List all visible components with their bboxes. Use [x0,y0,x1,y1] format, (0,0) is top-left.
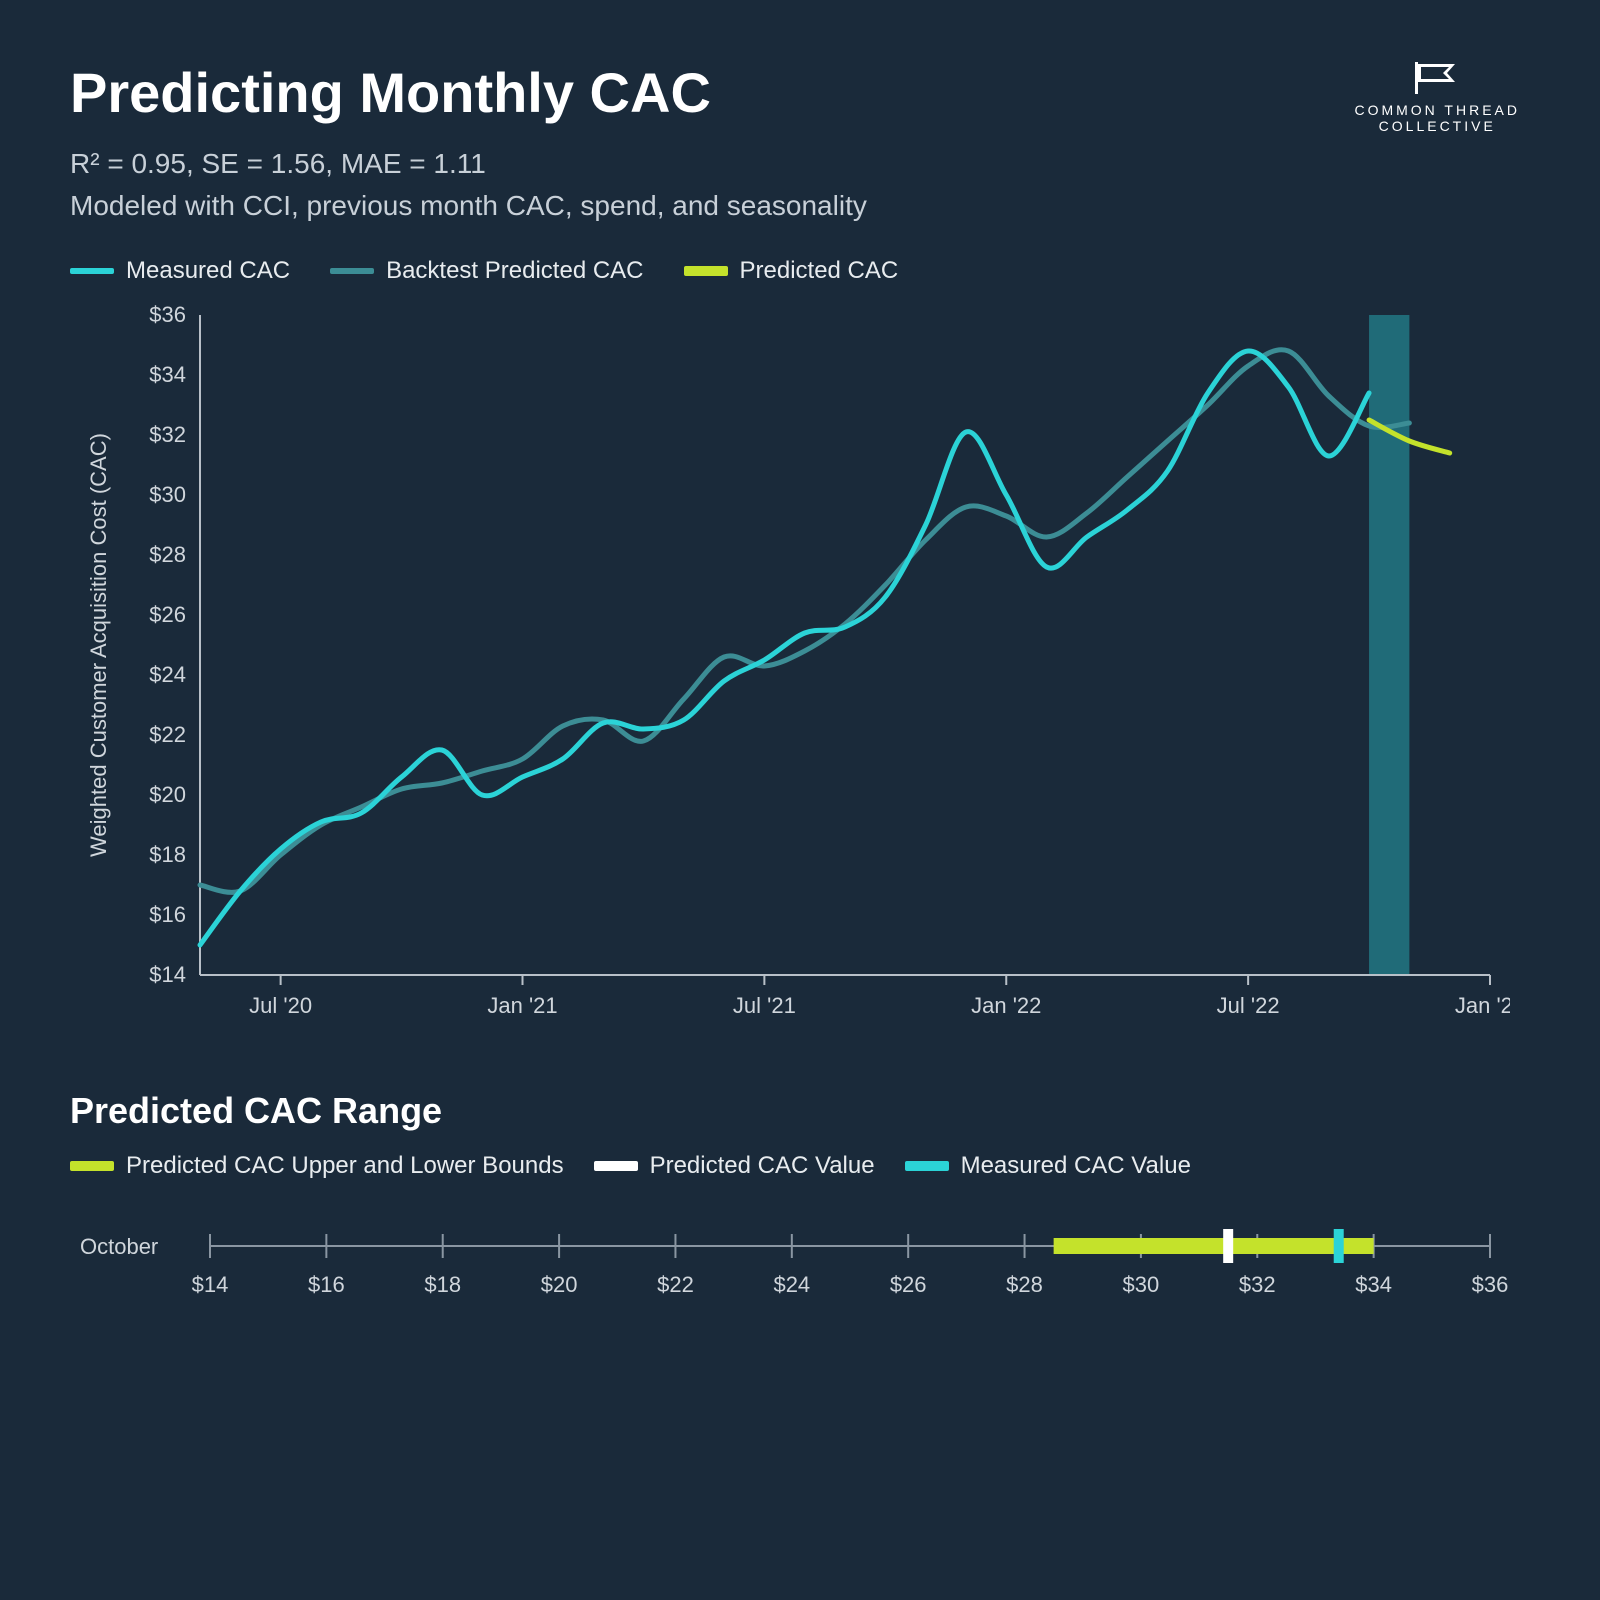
main-chart: $14 $16 $18 $20 $22 $24 $26 $28 $30 $32 $34 $36 Jul … [70,295,1530,1040]
measured-marker [1334,1229,1344,1263]
range-tick-label: $36 [1472,1272,1509,1297]
range-tick-label: $18 [424,1272,461,1297]
y-tick-label: $36 [149,302,186,327]
line-chart-svg: $14 $16 $18 $20 $22 $24 $26 $28 $30 $32 $34 $36 Jul … [70,295,1510,1035]
range-tick-label: $24 [773,1272,810,1297]
predicted-marker [1223,1229,1233,1263]
y-tick-label: $14 [149,962,186,987]
swatch-measured [70,268,114,274]
range-tick-label: $20 [541,1272,578,1297]
y-tick-label: $22 [149,722,186,747]
main-legend: Measured CAC Backtest Predicted CAC Pred… [70,257,1530,285]
bounds-bar [1054,1238,1374,1254]
flag-icon [1407,60,1467,96]
legend-measured-value: Measured CAC Value [905,1152,1191,1180]
legend-backtest: Backtest Predicted CAC [330,257,643,285]
x-tick-label: Jul '21 [733,993,796,1018]
range-row-label: October [80,1234,158,1259]
legend-predicted: Predicted CAC [684,257,899,285]
legend-measured: Measured CAC [70,257,290,285]
range-tick-label: $16 [308,1272,345,1297]
range-tick-label: $14 [192,1272,229,1297]
range-tick-label: $34 [1355,1272,1392,1297]
x-tick-label: Jan '22 [971,993,1041,1018]
range-tick-label: $22 [657,1272,694,1297]
series-backtest [200,350,1409,893]
series-measured [200,351,1369,945]
swatch-bounds [70,1161,114,1171]
y-tick-label: $20 [149,782,186,807]
range-tick-label: $30 [1123,1272,1160,1297]
range-chart-svg: October $14 $16 $18 $20 $22 $24 $26 $28 $30 $32 $34… [70,1196,1510,1346]
x-tick-label: Jul '20 [249,993,312,1018]
y-tick-label: $32 [149,422,186,447]
x-tick-label: Jan '21 [487,993,557,1018]
range-tick-label: $28 [1006,1272,1043,1297]
x-tick-label: Jul '22 [1217,993,1280,1018]
y-tick-label: $18 [149,842,186,867]
brand-text-1: COMMON THREAD [1354,102,1520,118]
brand-logo: COMMON THREAD COLLECTIVE [1354,60,1520,134]
x-tick-label: Jan '23 [1455,993,1510,1018]
y-tick-label: $24 [149,662,186,687]
range-tick-label: $26 [890,1272,927,1297]
range-legend: Predicted CAC Upper and Lower Bounds Pre… [70,1152,1530,1180]
y-tick-label: $16 [149,902,186,927]
y-axis-title: Weighted Customer Acquisition Cost (CAC) [86,433,111,857]
swatch-predicted [684,266,728,276]
y-tick-label: $26 [149,602,186,627]
legend-bounds: Predicted CAC Upper and Lower Bounds [70,1152,564,1180]
subtitle-metrics: R² = 0.95, SE = 1.56, MAE = 1.11 [70,143,1530,185]
swatch-backtest [330,268,374,274]
page-title: Predicting Monthly CAC [70,60,1530,125]
legend-pred-value: Predicted CAC Value [594,1152,875,1180]
swatch-pred-value [594,1161,638,1171]
brand-text-2: COLLECTIVE [1354,118,1520,134]
highlight-band [1369,315,1409,975]
y-tick-label: $28 [149,542,186,567]
range-title: Predicted CAC Range [70,1090,1530,1132]
y-tick-label: $34 [149,362,186,387]
subtitle-model: Modeled with CCI, previous month CAC, sp… [70,185,1530,227]
range-tick-label: $32 [1239,1272,1276,1297]
swatch-measured-value [905,1161,949,1171]
y-tick-label: $30 [149,482,186,507]
